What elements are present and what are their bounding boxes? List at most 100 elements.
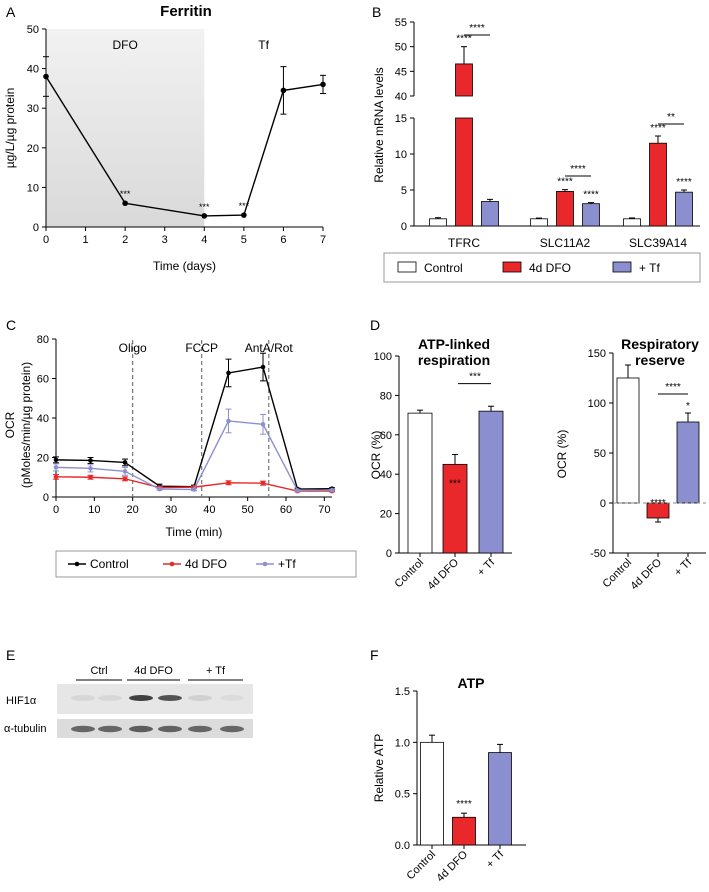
ferritin-point <box>280 87 287 94</box>
lane-group-label: 4d DFO <box>134 665 173 677</box>
series-point-2 <box>122 469 128 474</box>
x-tick-label: 40 <box>203 504 215 516</box>
x-tick-label: 4d DFO <box>425 556 461 592</box>
bar-1 <box>649 142 667 227</box>
y-tick-label: 55 <box>395 17 407 29</box>
x-tick-label: 4 <box>201 234 207 246</box>
y-tick-label: 40 <box>380 469 392 481</box>
significance-label: **** <box>676 177 692 188</box>
y-tick-label: 50 <box>395 42 407 54</box>
bar-control <box>420 741 444 846</box>
legend-label: 4d DFO <box>185 557 227 571</box>
y-tick-label: 50 <box>27 24 39 36</box>
series-point-0 <box>260 364 266 370</box>
x-tick-label: 60 <box>280 504 292 516</box>
y-tick-label: 5 <box>401 185 407 197</box>
significance-label: **** <box>456 34 472 45</box>
y-tick-label: 1.0 <box>395 737 410 749</box>
y-tick-label: 0 <box>43 492 49 504</box>
significance-label: **** <box>650 123 666 134</box>
panel-c-ocr-chart: 0 20 40 60 80 0 10 20 30 40 50 60 70 Time (min) OCR (pM… <box>3 334 357 578</box>
y-axis-label: OCR (%) <box>555 430 569 479</box>
y-tick-label: 30 <box>27 103 39 115</box>
series-point-2 <box>329 487 335 493</box>
x-tick-label: 70 <box>318 504 330 516</box>
bar-4d-dfo <box>452 816 476 846</box>
series-point-0 <box>53 457 59 463</box>
bar-0 <box>429 218 447 227</box>
ferritin-point <box>43 73 49 80</box>
bracket-label: **** <box>665 382 681 393</box>
x-tick-label: 2 <box>122 234 128 246</box>
bracket-label: *** <box>469 372 481 383</box>
series-point-2 <box>157 486 162 492</box>
y-tick-label: 20 <box>27 143 39 155</box>
tubulin-band <box>158 725 182 733</box>
x-tick-label: 0 <box>43 234 49 246</box>
injection-marker-label: AntA/Rot <box>245 341 294 355</box>
region-label-dfo: DFO <box>112 38 137 52</box>
ferritin-point <box>201 213 208 219</box>
y-tick-label: 60 <box>380 430 392 442</box>
y-tick-label: 60 <box>37 374 49 386</box>
legend-marker <box>262 561 268 567</box>
series-line-2 <box>55 420 333 492</box>
panel-d-respiratory-reserve-chart: -50050100150RespiratoryreserveControl4d … <box>555 336 706 592</box>
bar-1-lower <box>455 117 473 227</box>
blot-row-label: HIF1α <box>6 695 37 707</box>
series-line-0 <box>55 366 333 490</box>
legend-marker <box>169 561 175 567</box>
category-label-slc11a2: SLC11A2 <box>540 236 591 250</box>
x-axis-label: Time (min) <box>166 525 223 539</box>
blot-strip-tubulin <box>57 719 253 738</box>
legend-box <box>55 550 357 578</box>
y-tick-label: 10 <box>27 182 39 194</box>
bar-1 <box>556 191 574 227</box>
x-tick-label: + Tf <box>484 848 507 871</box>
significance-label: *** <box>449 479 461 490</box>
series-point-2 <box>191 487 197 492</box>
y-axis-label: µg/L/µg protein <box>3 88 17 169</box>
chart-title: Ferritin <box>160 3 212 20</box>
legend-label: +Tf <box>278 557 296 571</box>
y-tick-label: 0.0 <box>395 840 410 852</box>
x-axis-label: Time (days) <box>153 259 216 273</box>
ferritin-point <box>122 200 128 207</box>
y-tick-label: 150 <box>588 348 606 360</box>
bar--tf <box>676 421 700 504</box>
y-tick-label: -50 <box>590 548 606 560</box>
series-point-0 <box>88 458 93 463</box>
injection-marker-label: FCCP <box>185 341 218 355</box>
bracket-label: **** <box>469 23 485 34</box>
chart-title: Respiratory <box>621 336 699 352</box>
injection-marker-label: Oligo <box>119 341 147 355</box>
panel-letter-e: E <box>6 647 15 663</box>
significance-label: **** <box>557 177 573 188</box>
bar-control <box>616 377 640 504</box>
bar-2 <box>675 191 693 227</box>
series-point-1 <box>226 480 231 486</box>
significance-label: **** <box>650 498 666 509</box>
legend-swatch <box>397 261 417 273</box>
x-tick-label: 6 <box>280 234 286 246</box>
significance-label: *** <box>120 189 131 199</box>
x-tick-label: 1 <box>83 234 89 246</box>
panel-letter-f: F <box>370 647 379 663</box>
hif1a-band <box>71 695 95 701</box>
y-tick-label: 40 <box>395 91 407 103</box>
y-tick-label: 100 <box>588 398 606 410</box>
ferritin-point <box>320 81 326 88</box>
y-tick-label: 0 <box>386 548 392 560</box>
legend: Control 4d DFO +Tf <box>55 550 357 578</box>
lane-group-label: + Tf <box>206 665 226 677</box>
x-tick-label: 10 <box>88 504 100 516</box>
hif1a-band <box>98 695 122 701</box>
y-tick-label: 100 <box>374 351 392 363</box>
legend-swatch <box>612 261 632 273</box>
x-tick-label: 0 <box>53 504 59 516</box>
series-point-2 <box>226 418 231 424</box>
panel-letter-b: B <box>372 4 381 20</box>
x-tick-label: 4d DFO <box>628 556 664 592</box>
